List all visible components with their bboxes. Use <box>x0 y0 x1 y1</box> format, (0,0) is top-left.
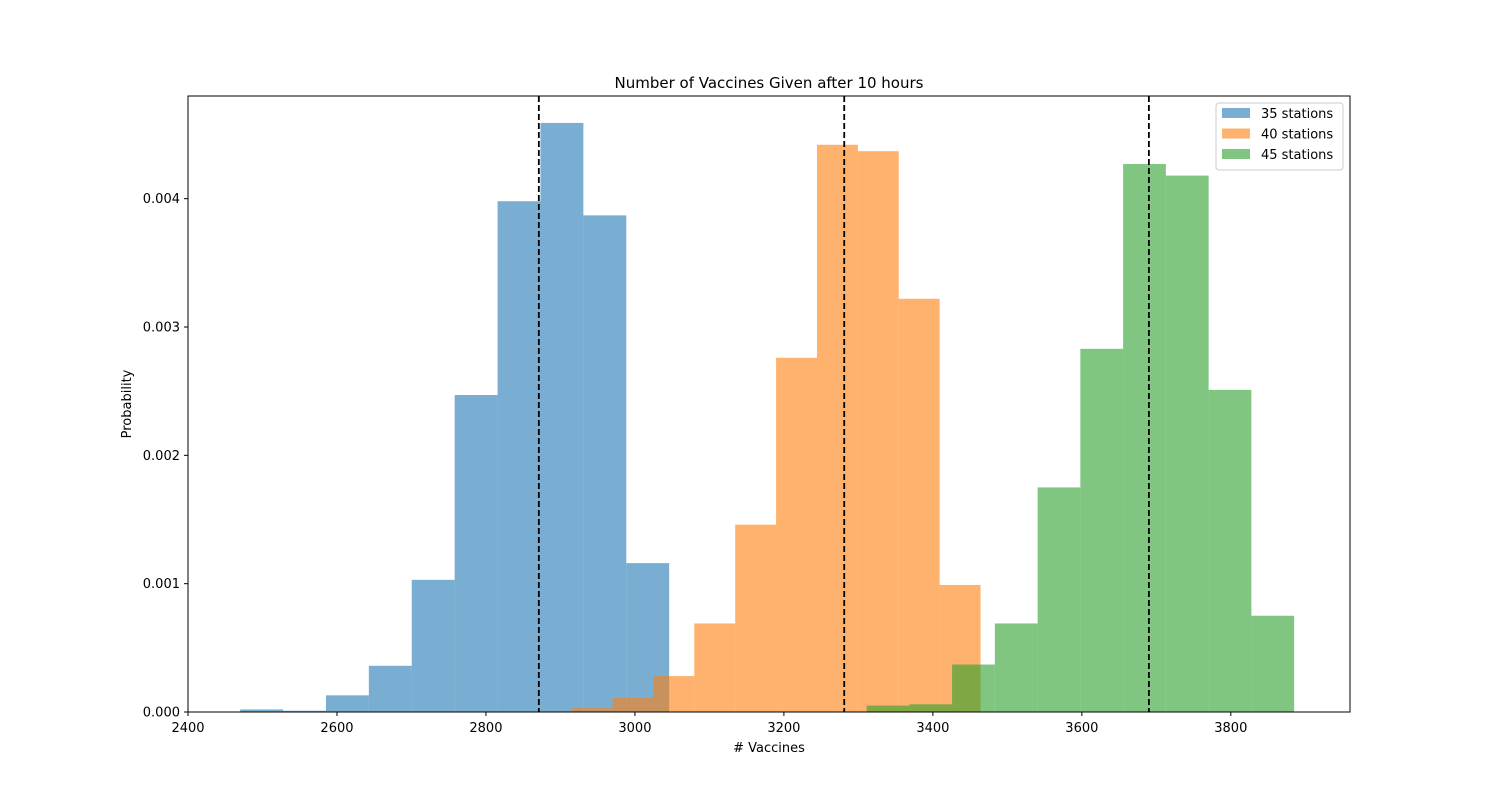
histogram-bar <box>1123 164 1166 712</box>
x-tick-label: 3200 <box>767 721 800 736</box>
y-tick-label: 0.004 <box>143 192 180 207</box>
legend-label: 45 stations <box>1261 148 1333 163</box>
legend: 35 stations 40 stations 45 stations <box>1215 102 1344 171</box>
histogram-bar <box>240 709 284 712</box>
x-tick-label: 3000 <box>618 721 651 736</box>
histogram-bar <box>909 704 953 712</box>
y-tick-label: 0.003 <box>143 321 180 336</box>
histogram-bar <box>571 708 613 712</box>
histogram-bar <box>952 664 995 712</box>
histogram-bar <box>411 579 455 712</box>
histogram-bar <box>694 623 736 712</box>
series-1 <box>240 122 670 712</box>
histogram-bar <box>540 122 584 712</box>
legend-label: 35 stations <box>1261 107 1333 122</box>
histogram-bar <box>776 357 817 712</box>
histogram-bar <box>368 665 412 712</box>
legend-swatch <box>1222 149 1250 159</box>
histogram-bar <box>857 151 899 712</box>
bars-layer <box>240 122 1295 713</box>
x-tick-label: 3400 <box>916 721 949 736</box>
y-axis: 0.000 0.001 0.002 0.003 0.004 <box>143 192 188 721</box>
series-3 <box>866 164 1295 713</box>
legend-items: 35 stations 40 stations 45 stations <box>1222 107 1333 163</box>
histogram-bar <box>1165 175 1209 713</box>
histogram-bar <box>1208 389 1252 712</box>
histogram-bar <box>583 215 627 712</box>
y-tick-label: 0.002 <box>143 449 180 464</box>
x-tick-label: 3800 <box>1214 721 1247 736</box>
y-axis-label: Probability <box>120 369 135 438</box>
histogram-bar <box>866 705 910 712</box>
histogram-bar <box>653 676 695 712</box>
series-2 <box>571 144 981 712</box>
histogram-bar <box>325 695 369 712</box>
mean-lines-layer <box>537 96 1150 712</box>
histogram-bar <box>454 395 498 712</box>
histogram-bar <box>816 144 858 712</box>
legend-swatch <box>1222 128 1250 139</box>
histogram-bar <box>283 710 326 712</box>
histogram-bar <box>898 298 940 712</box>
y-tick-label: 0.000 <box>143 706 180 721</box>
plot-frame <box>187 95 1351 713</box>
histogram-bar <box>497 201 541 712</box>
legend-label: 40 stations <box>1261 128 1333 143</box>
histogram-bar <box>612 697 654 712</box>
x-tick-label: 2400 <box>171 721 204 736</box>
histogram-bar <box>735 524 777 712</box>
x-tick-label: 3600 <box>1065 721 1098 736</box>
x-tick-label: 2800 <box>469 721 502 736</box>
histogram-bar <box>1037 487 1081 712</box>
legend-swatch <box>1222 108 1250 118</box>
x-axis: 2400 2600 2800 3000 3200 3400 3600 3800 <box>171 712 1247 736</box>
histogram-bar <box>994 623 1038 712</box>
x-axis-label: # Vaccines <box>733 741 805 756</box>
histogram-bar <box>1080 348 1124 712</box>
x-tick-label: 2600 <box>320 721 353 736</box>
histogram-bar <box>1251 615 1295 712</box>
chart-title: Number of Vaccines Given after 10 hours <box>615 74 924 92</box>
y-tick-label: 0.001 <box>143 577 180 592</box>
